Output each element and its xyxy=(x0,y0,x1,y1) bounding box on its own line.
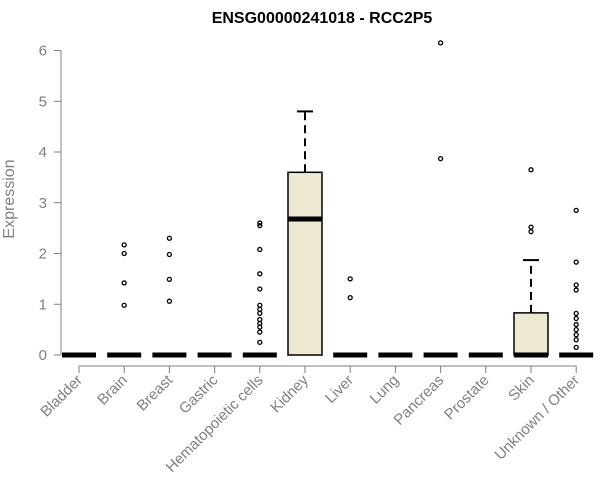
outlier-point xyxy=(573,332,579,338)
outlier-point xyxy=(257,286,263,292)
outlier-point xyxy=(121,250,127,257)
outlier-point xyxy=(573,287,579,293)
y-axis: 0 1 2 3 4 5 6 xyxy=(39,43,62,364)
outlier-point xyxy=(573,282,579,288)
outlier-point xyxy=(257,246,263,253)
outlier-point xyxy=(257,310,263,317)
outlier-point xyxy=(121,302,127,308)
outlier-point xyxy=(121,242,127,248)
y-axis-title: Expression xyxy=(1,159,18,238)
x-tick-label: Kidney xyxy=(267,371,312,416)
x-tick-label: Prostate xyxy=(441,372,493,424)
outlier-point xyxy=(257,222,263,229)
outlier-point xyxy=(573,315,579,322)
box-pancreas xyxy=(423,40,458,358)
outlier-point xyxy=(573,326,579,333)
outlier-point xyxy=(166,298,173,304)
outlier-point xyxy=(528,224,534,230)
x-tick-label: Bladder xyxy=(37,372,86,421)
x-tick-label: Skin xyxy=(505,372,538,405)
x-tick-label: Brain xyxy=(94,372,131,409)
box-body xyxy=(513,312,549,356)
outlier-point xyxy=(573,259,579,265)
outlier-point xyxy=(437,155,444,162)
outlier-point xyxy=(257,339,263,345)
box-group xyxy=(62,40,594,358)
chart-title: ENSG00000241018 - RCC2P5 xyxy=(212,10,433,27)
x-tick-label: Pancreas xyxy=(391,372,448,429)
outlier-point xyxy=(573,344,579,351)
outlier-point xyxy=(257,306,263,312)
outlier-point xyxy=(257,320,263,327)
outlier-point xyxy=(257,329,263,335)
y-tick-label: 1 xyxy=(39,296,47,313)
outlier-point xyxy=(573,337,579,343)
y-tick-label: 4 xyxy=(39,144,47,161)
y-tick-label: 3 xyxy=(39,195,47,212)
outlier-point xyxy=(528,229,534,235)
outlier-point xyxy=(257,302,263,308)
x-tick-label: Lung xyxy=(367,372,403,408)
box-body xyxy=(287,171,323,356)
box-kidney xyxy=(287,110,323,356)
outlier-point xyxy=(573,321,579,328)
outlier-point xyxy=(257,220,263,226)
y-tick-label: 5 xyxy=(39,93,47,110)
outlier-point xyxy=(573,310,579,317)
y-tick-label: 0 xyxy=(39,347,47,364)
box-unknown-other xyxy=(559,207,594,358)
box-skin xyxy=(513,167,549,358)
outlier-point xyxy=(257,316,263,323)
outlier-point xyxy=(437,40,444,46)
box-breast xyxy=(152,235,187,358)
outlier-point xyxy=(347,276,353,282)
y-tick-label: 2 xyxy=(39,246,47,263)
x-tick-label: Breast xyxy=(134,371,177,414)
outlier-point xyxy=(528,167,534,173)
box-hematopoietic-cells xyxy=(242,220,277,358)
outlier-point xyxy=(573,207,579,214)
box-brain xyxy=(107,242,142,358)
x-tick-label: Unknown / Other xyxy=(491,372,583,464)
x-tick-label: Liver xyxy=(322,372,357,407)
box-liver xyxy=(333,276,368,358)
y-tick-label: 6 xyxy=(39,43,47,60)
outlier-point xyxy=(166,251,173,258)
outlier-point xyxy=(121,280,127,286)
outlier-point xyxy=(347,295,353,301)
outlier-point xyxy=(166,276,173,283)
outlier-point xyxy=(166,235,173,241)
outlier-point xyxy=(257,271,263,277)
